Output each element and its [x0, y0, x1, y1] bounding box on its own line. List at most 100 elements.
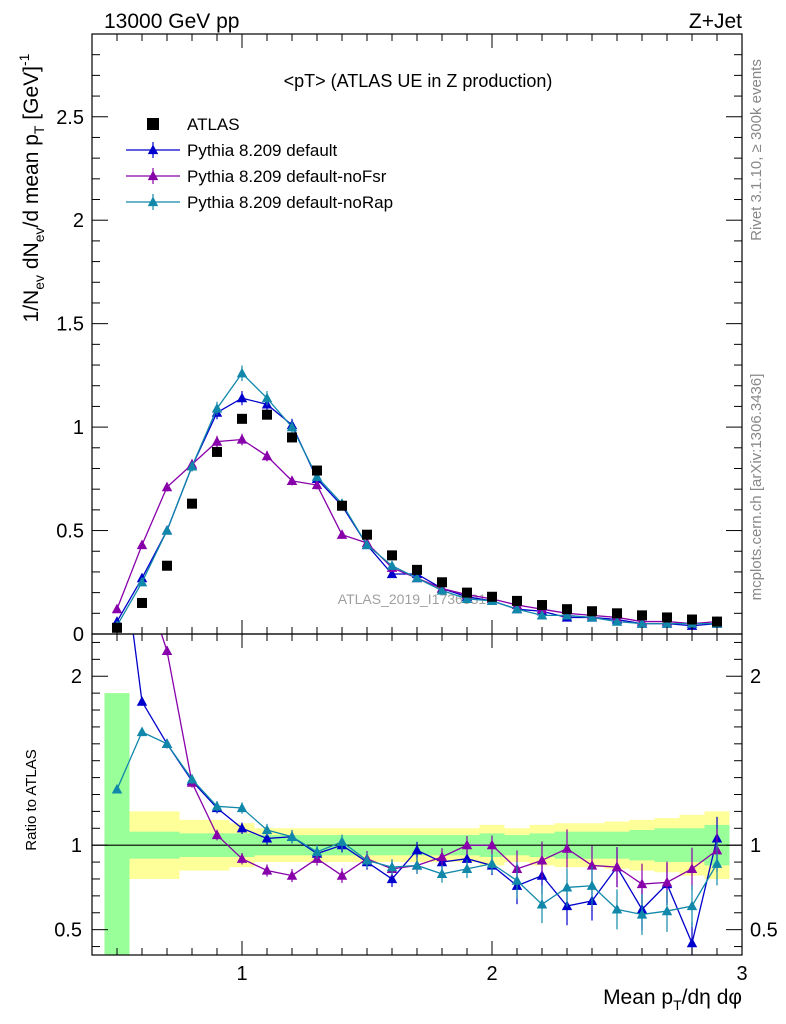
data-point — [586, 859, 598, 870]
data-point — [536, 898, 548, 909]
main-ylabel: 1/Nev dNev/d mean pT [GeV]-1 — [16, 53, 47, 322]
data-point — [236, 822, 248, 833]
data-point — [511, 875, 523, 885]
data-point — [261, 392, 273, 403]
data-point — [261, 450, 273, 461]
data-point — [611, 903, 623, 914]
data-point — [386, 861, 398, 872]
data-point — [536, 854, 548, 865]
uncertainty-band-green — [104, 693, 130, 955]
data-point — [147, 196, 159, 207]
data-point — [261, 865, 273, 875]
data-point — [161, 525, 173, 535]
data-point — [211, 829, 223, 840]
data-point — [637, 610, 647, 621]
data-point — [511, 603, 523, 614]
data-point — [411, 572, 423, 583]
data-point — [336, 529, 348, 539]
data-point — [486, 839, 498, 850]
data-point — [161, 738, 173, 748]
legend-label: Pythia 8.209 default-noFsr — [187, 167, 387, 186]
data-point — [236, 392, 248, 403]
data-point — [586, 611, 598, 622]
data-point — [561, 609, 573, 620]
data-point — [711, 858, 723, 868]
data-point — [287, 432, 297, 443]
data-point — [386, 560, 398, 570]
data-point — [586, 880, 598, 890]
data-point — [386, 873, 398, 884]
ratio-ylabel: Ratio to ATLAS — [23, 749, 40, 850]
data-point — [487, 591, 497, 602]
data-point — [662, 612, 672, 623]
y-tick-label: 2.5 — [56, 107, 84, 129]
data-point — [161, 481, 173, 492]
data-point — [411, 844, 423, 855]
legend: ATLAS Pythia 8.209 default Pythia 8.209 de… — [126, 115, 393, 212]
data-point — [411, 859, 423, 870]
data-point — [386, 568, 398, 579]
data-point — [147, 118, 159, 130]
data-point — [161, 645, 173, 656]
data-point — [162, 560, 172, 571]
data-point — [612, 608, 622, 619]
main-panel: ATLAS_2019_I1736531 0 0.5 1 1.5 2 2.5 <pT> (A… — [16, 33, 743, 646]
data-point — [311, 479, 323, 490]
ratio-y-tick-label: 0.5 — [54, 920, 82, 942]
data-point — [337, 500, 347, 511]
data-point — [136, 576, 148, 587]
legend-label: ATLAS — [187, 115, 240, 134]
data-point — [147, 170, 159, 181]
data-point — [661, 876, 673, 887]
x-tick-label: 1 — [236, 963, 247, 985]
data-point — [562, 604, 572, 615]
analysis-watermark: ATLAS_2019_I1736531 — [338, 591, 487, 607]
data-point — [361, 539, 373, 550]
data-point — [362, 529, 372, 540]
data-point — [286, 831, 298, 841]
ratio-y-tick-label-right: 2 — [750, 666, 761, 688]
data-point — [186, 460, 198, 471]
ratio-y-tick-label: 1 — [71, 835, 82, 857]
data-point — [436, 868, 448, 879]
data-point — [536, 609, 548, 620]
legend-label: Pythia 8.209 default — [187, 141, 338, 160]
ratio-panel: 1 2 30.5 0.51 12 2 Ratio to ATLAS Mean pT/dη … — [23, 417, 778, 1013]
data-point — [587, 606, 597, 617]
data-point — [311, 846, 323, 857]
data-point — [486, 858, 498, 868]
data-point — [361, 854, 373, 865]
y-tick-label: 2 — [73, 210, 84, 232]
data-point — [111, 783, 123, 794]
data-point — [561, 881, 573, 892]
data-point — [111, 603, 123, 614]
data-point — [687, 614, 697, 625]
data-point — [112, 417, 122, 427]
data-point — [461, 853, 473, 863]
data-point — [436, 585, 448, 595]
data-point — [286, 475, 298, 486]
y-tick-label: 0.5 — [56, 521, 84, 543]
data-point — [611, 616, 623, 626]
collision-label: 13000 GeV pp — [104, 10, 239, 33]
ratio-y-tick-label-right: 0.5 — [750, 920, 778, 942]
data-point — [236, 434, 248, 444]
data-point — [147, 144, 159, 155]
data-point — [436, 851, 448, 862]
data-point — [686, 863, 698, 873]
data-point — [286, 870, 298, 880]
main-title: <pT> (ATLAS UE in Z production) — [284, 71, 553, 91]
ratio-series-pythia-8-209-default-norap — [111, 726, 723, 935]
x-tick-label: 2 — [486, 963, 497, 985]
data-point — [636, 618, 648, 628]
data-point — [636, 878, 648, 889]
x-tick-label: 3 — [736, 963, 747, 985]
data-point — [261, 824, 273, 835]
data-point — [712, 616, 722, 627]
series-atlas — [112, 409, 722, 633]
data-point — [237, 413, 247, 424]
data-point — [686, 900, 698, 911]
data-point — [211, 436, 223, 446]
x-axis-label: Mean pT/dη dφ — [603, 986, 742, 1013]
